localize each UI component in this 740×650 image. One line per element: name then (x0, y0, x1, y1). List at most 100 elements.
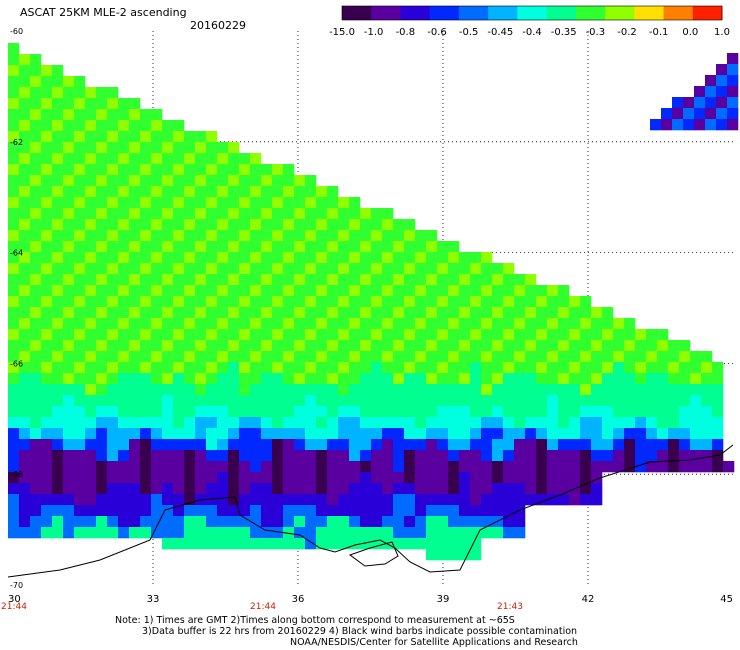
swath-cell (371, 351, 383, 363)
swath-cell (481, 527, 493, 539)
swath-cell (294, 461, 306, 473)
swath-cell (305, 505, 317, 517)
swath-cell (173, 450, 185, 462)
swath-cell (382, 274, 394, 286)
swath-cell (261, 483, 273, 495)
swath-cell (228, 450, 240, 462)
swath-cell (547, 329, 559, 341)
swath-cell (162, 263, 174, 275)
swath-cell (294, 230, 306, 242)
swath-cell (426, 439, 438, 451)
swath-cell (151, 384, 163, 396)
swath-cell (602, 428, 614, 440)
swath-cell (294, 318, 306, 330)
swath-cell (30, 142, 42, 154)
swath-cell (360, 296, 372, 308)
swath-cell (613, 373, 625, 385)
swath-cell (503, 274, 515, 286)
swath-cell (470, 329, 482, 341)
swath-cell (591, 417, 603, 429)
swath-cell (613, 406, 625, 418)
swath-cell (360, 406, 372, 418)
swath-cell (184, 241, 196, 253)
swath-cell (305, 340, 317, 352)
swath-cell (437, 505, 449, 517)
swath-cell (371, 318, 383, 330)
swath-cell (514, 472, 526, 484)
swath-cell (41, 340, 53, 352)
swath-cell (371, 263, 383, 275)
swath-cell (140, 494, 152, 506)
swath-cell (96, 230, 108, 242)
swath-cell (701, 450, 713, 462)
swath-cell (305, 285, 317, 297)
swath-cell (690, 450, 702, 462)
swath-cell (74, 219, 86, 231)
swath-cell (206, 538, 218, 550)
swath-cell (30, 461, 42, 473)
swath-cell (239, 373, 251, 385)
swath-cell (283, 318, 295, 330)
swath-cell (118, 384, 130, 396)
swath-cell (448, 285, 460, 297)
swath-cell (503, 406, 515, 418)
swath-cell-corner (705, 97, 717, 109)
swath-cell (591, 362, 603, 374)
swath-cell (305, 186, 317, 198)
swath-cell (85, 406, 97, 418)
swath-cell (613, 351, 625, 363)
swath-cell-corner (716, 108, 728, 120)
swath-cell (261, 384, 273, 396)
swath-cell (536, 472, 548, 484)
swath-cell (162, 219, 174, 231)
swath-cell (305, 252, 317, 264)
swath-cell (19, 87, 31, 99)
swath-cell (349, 527, 361, 539)
swath-cell (228, 362, 240, 374)
swath-cell (327, 318, 339, 330)
swath-cell (437, 318, 449, 330)
swath-cell (96, 241, 108, 253)
swath-cell (415, 263, 427, 275)
swath-cell-corner (716, 119, 728, 131)
swath-cell (503, 483, 515, 495)
swath-cell (184, 516, 196, 528)
swath-cell (96, 274, 108, 286)
swath-cell (206, 307, 218, 319)
swath-cell (547, 395, 559, 407)
swath-cell (8, 164, 20, 176)
swath-cell (63, 395, 75, 407)
swath-cell (371, 384, 383, 396)
swath-cell (30, 54, 42, 66)
swath-cell (52, 76, 64, 88)
swath-cell (184, 450, 196, 462)
swath-cell (217, 505, 229, 517)
swath-cell (525, 351, 537, 363)
swath-cell (151, 285, 163, 297)
swath-cell (184, 186, 196, 198)
swath-cell (514, 329, 526, 341)
swath-cell (74, 274, 86, 286)
swath-cell (646, 450, 658, 462)
swath-cell (173, 252, 185, 264)
swath-cell (470, 472, 482, 484)
swath-cell (129, 230, 141, 242)
swath-cell (613, 428, 625, 440)
swath-cell (41, 384, 53, 396)
swath-cell (52, 307, 64, 319)
swath-cell (195, 472, 207, 484)
swath-cell (514, 373, 526, 385)
swath-cell (349, 406, 361, 418)
swath-cell (173, 142, 185, 154)
swath-cell (118, 505, 130, 517)
swath-cell (195, 450, 207, 462)
swath-cell (261, 230, 273, 242)
swath-cell (283, 252, 295, 264)
swath-cell (41, 120, 53, 132)
swath-cell (30, 373, 42, 385)
swath-cell (173, 274, 185, 286)
swath-cell (140, 450, 152, 462)
swath-cell (558, 417, 570, 429)
swath-cell (613, 329, 625, 341)
swath-cell (118, 285, 130, 297)
